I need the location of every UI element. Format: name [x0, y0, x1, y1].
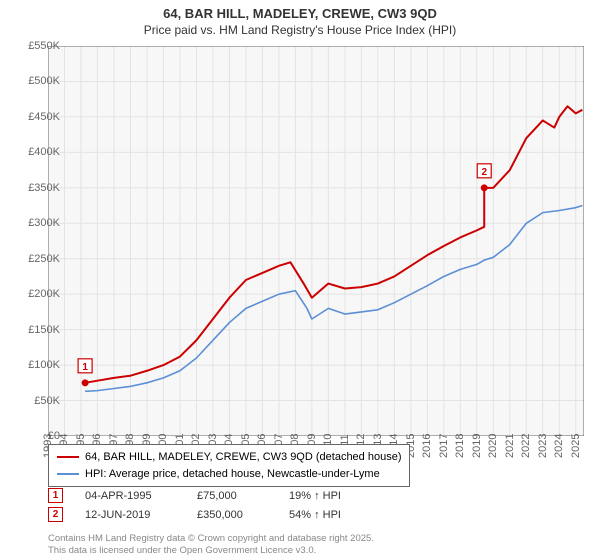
footer: Contains HM Land Registry data © Crown c… [48, 533, 374, 556]
legend-label: 64, BAR HILL, MADELEY, CREWE, CW3 9QD (d… [85, 449, 401, 466]
svg-text:1: 1 [82, 362, 88, 373]
page-subtitle: Price paid vs. HM Land Registry's House … [0, 23, 600, 39]
legend-label: HPI: Average price, detached house, Newc… [85, 466, 380, 483]
sales-table: 1 04-APR-1995 £75,000 19% ↑ HPI 2 12-JUN… [48, 488, 379, 526]
sale-price: £75,000 [197, 490, 267, 502]
page-title: 64, BAR HILL, MADELEY, CREWE, CW3 9QD [0, 0, 600, 23]
sale-date: 04-APR-1995 [85, 490, 175, 502]
legend-swatch [57, 456, 79, 458]
sale-date: 12-JUN-2019 [85, 509, 175, 521]
sale-price: £350,000 [197, 509, 267, 521]
svg-text:2: 2 [481, 167, 487, 178]
footer-line: Contains HM Land Registry data © Crown c… [48, 533, 374, 544]
sale-marker-icon: 2 [48, 507, 63, 522]
table-row: 1 04-APR-1995 £75,000 19% ↑ HPI [48, 488, 379, 503]
sale-delta: 54% ↑ HPI [289, 509, 379, 521]
price-chart: 12 [48, 46, 584, 436]
chart-container: 64, BAR HILL, MADELEY, CREWE, CW3 9QD Pr… [0, 0, 600, 560]
legend: 64, BAR HILL, MADELEY, CREWE, CW3 9QD (d… [48, 444, 410, 487]
sale-marker-icon: 1 [48, 488, 63, 503]
legend-item: HPI: Average price, detached house, Newc… [57, 466, 401, 483]
legend-item: 64, BAR HILL, MADELEY, CREWE, CW3 9QD (d… [57, 449, 401, 466]
legend-swatch [57, 473, 79, 475]
table-row: 2 12-JUN-2019 £350,000 54% ↑ HPI [48, 507, 379, 522]
footer-line: This data is licensed under the Open Gov… [48, 545, 374, 556]
sale-delta: 19% ↑ HPI [289, 490, 379, 502]
